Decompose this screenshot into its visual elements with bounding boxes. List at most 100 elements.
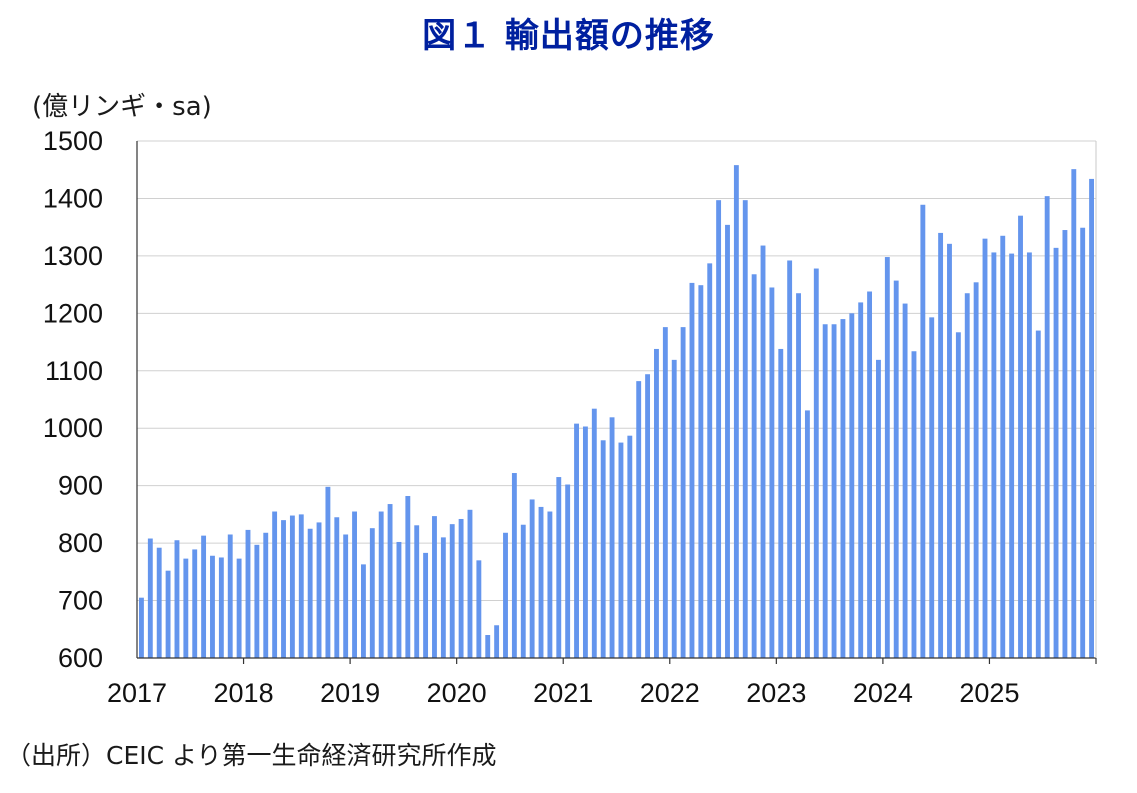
- x-tick-label: 2020: [427, 678, 487, 708]
- bar: [582, 426, 588, 658]
- bar: [254, 544, 260, 658]
- y-tick-label: 700: [58, 586, 103, 616]
- bar: [662, 327, 668, 658]
- bar: [360, 564, 366, 658]
- bar: [227, 534, 233, 658]
- bar: [618, 442, 624, 658]
- bar: [183, 558, 189, 658]
- bar: [947, 243, 952, 658]
- y-tick-label: 600: [58, 643, 103, 673]
- bar: [325, 486, 331, 658]
- bar: [991, 252, 997, 658]
- bar: [405, 496, 411, 658]
- bar: [467, 509, 473, 658]
- bar: [210, 555, 215, 658]
- bar: [369, 528, 375, 658]
- bar: [1089, 178, 1094, 658]
- x-tick-label: 2018: [214, 678, 274, 708]
- x-tick-label: 2019: [320, 678, 380, 708]
- bars-group: [139, 165, 1094, 659]
- bar: [218, 557, 224, 658]
- bar: [1053, 247, 1059, 658]
- bar: [671, 359, 677, 658]
- bar: [884, 257, 890, 658]
- bar: [272, 511, 278, 658]
- bar: [147, 538, 153, 658]
- bar: [556, 477, 562, 658]
- bar: [787, 260, 793, 658]
- bar: [503, 532, 508, 658]
- bar: [858, 302, 864, 658]
- bar: [520, 524, 526, 658]
- bar: [796, 293, 801, 658]
- bar: [600, 440, 606, 658]
- bar: [876, 359, 881, 658]
- bar: [707, 263, 713, 658]
- bar: [964, 293, 970, 658]
- bar: [609, 417, 615, 658]
- bar: [725, 224, 730, 658]
- bar: [565, 484, 571, 658]
- axes: [136, 141, 1097, 664]
- bar: [201, 535, 207, 658]
- bar: [902, 303, 908, 658]
- bar: [387, 504, 393, 658]
- bar: [440, 537, 446, 658]
- bar: [139, 597, 144, 658]
- bar: [982, 238, 988, 658]
- x-tick-labels: 2017 2018 2019 2020 2021 2022 2023 2024 2025: [107, 678, 1020, 708]
- bar: [698, 285, 704, 658]
- bar: [485, 635, 491, 658]
- bar: [165, 570, 171, 658]
- gridlines: [137, 140, 1096, 602]
- y-tick-label: 1000: [43, 413, 103, 443]
- bar: [1009, 253, 1015, 658]
- bar: [769, 287, 775, 658]
- bar: [938, 232, 944, 658]
- bar: [449, 524, 455, 658]
- bar: [849, 313, 855, 658]
- bar: [760, 245, 766, 659]
- y-tick-label: 1400: [43, 183, 103, 213]
- bar: [343, 534, 349, 658]
- bar: [298, 514, 304, 658]
- bar: [591, 408, 597, 658]
- bar: [627, 435, 633, 658]
- bar: [751, 274, 757, 658]
- bar: [831, 324, 837, 658]
- bar: [529, 499, 535, 658]
- source-note: （出所）CEIC より第一生命経済研究所作成: [6, 741, 497, 770]
- y-tick-labels: 600 700 800 900 1000 1100 1200 1300 1400 1500: [43, 126, 103, 673]
- bar: [680, 327, 686, 658]
- bar: [174, 540, 180, 658]
- y-tick-label: 1100: [45, 356, 103, 386]
- bar: [1044, 196, 1050, 658]
- bar: [192, 549, 198, 658]
- bar: [1000, 235, 1006, 658]
- x-tick-label: 2021: [533, 678, 593, 708]
- bar: [929, 317, 935, 658]
- bar: [636, 381, 642, 658]
- y-tick-label: 1300: [43, 241, 103, 271]
- bar: [840, 319, 846, 658]
- bar: [245, 529, 251, 658]
- bar: [893, 280, 899, 658]
- bar: [973, 282, 979, 658]
- bar: [813, 268, 819, 658]
- bar: [733, 165, 739, 658]
- y-tick-label: 900: [58, 471, 103, 501]
- x-tick-label: 2025: [959, 678, 1019, 708]
- bar: [263, 532, 269, 658]
- bar: [378, 511, 384, 658]
- bar: [414, 525, 420, 658]
- x-tick-label: 2017: [107, 678, 167, 708]
- bar: [1071, 169, 1077, 658]
- bar: [867, 291, 873, 658]
- bar: [432, 516, 437, 658]
- bar: [458, 518, 464, 658]
- bar: [1026, 252, 1032, 658]
- bar: [236, 558, 242, 658]
- bar: [334, 517, 340, 658]
- bar: [1062, 230, 1068, 659]
